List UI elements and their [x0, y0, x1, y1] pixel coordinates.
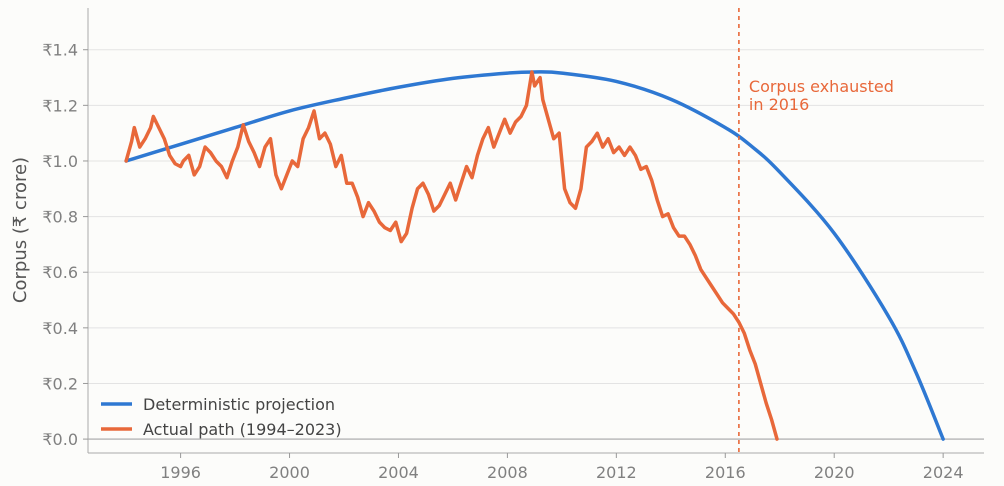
x-tick-label: 2024: [923, 463, 964, 482]
actual-path-line: [124, 70, 779, 441]
x-axis-ticks: 1996 2000 2004 2008 2012 2016 2020 2024: [160, 453, 964, 482]
x-tick-label: 2016: [705, 463, 746, 482]
y-tick-label: ₹1.2: [42, 96, 78, 115]
y-tick-label: ₹1.4: [42, 41, 78, 60]
y-tick-label: ₹0.2: [42, 374, 78, 393]
y-axis-title: Corpus (₹ crore): [10, 157, 31, 303]
legend: Deterministic projection Actual path (19…: [101, 395, 342, 439]
y-tick-label: ₹0.6: [42, 263, 78, 282]
y-axis-ticks: ₹0.0 ₹0.2 ₹0.4 ₹0.6 ₹0.8 ₹1.0 ₹1.2 ₹1.4: [42, 41, 88, 449]
x-tick-label: 2000: [269, 463, 310, 482]
grid-lines: [88, 49, 984, 440]
axes: [87, 8, 984, 454]
x-tick-label: 1996: [160, 463, 201, 482]
y-tick-label: ₹0.0: [42, 430, 78, 449]
legend-label-actual: Actual path (1994–2023): [143, 420, 342, 439]
series-lines: [124, 70, 945, 441]
x-tick-label: 2004: [378, 463, 419, 482]
deterministic-projection-line: [124, 70, 945, 441]
exhaustion-annotation: Corpus exhausted in 2016: [738, 8, 894, 453]
annotation-text-line2: in 2016: [749, 95, 809, 114]
x-tick-label: 2012: [596, 463, 637, 482]
y-tick-label: ₹0.4: [42, 319, 78, 338]
x-tick-label: 2020: [814, 463, 855, 482]
y-tick-label: ₹0.8: [42, 208, 78, 227]
annotation-text-line1: Corpus exhausted: [749, 77, 894, 96]
y-tick-label: ₹1.0: [42, 152, 78, 171]
legend-label-deterministic: Deterministic projection: [143, 395, 335, 414]
x-tick-label: 2008: [487, 463, 528, 482]
